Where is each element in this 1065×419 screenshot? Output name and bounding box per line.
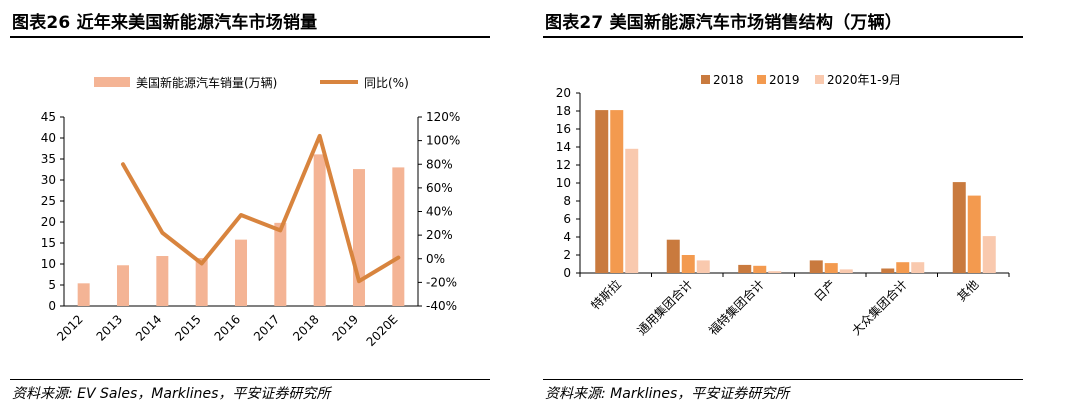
left-y-tick-label: 35 [41,152,56,166]
bar-2018-福特集团合计 [738,264,752,273]
x-tick-label: 2013 [94,312,125,343]
legend-label-2019: 2019 [769,73,800,87]
left-chart-panel: 图表26 近年来美国新能源汽车市场销量 0 5 10 15 20 25 30 35 40 45 -4… [0,0,500,419]
bar-2019-日产 [824,263,838,273]
sales-bar-2015 [195,258,208,306]
right-y-tick-label: 80% [426,157,453,171]
right-chart-panel: 图表27 美国新能源汽车市场销售结构（万辆） 0 2 4 6 8 10 12 14 16 18 20… [533,0,1033,419]
right-title-rule [543,36,1023,38]
legend-label-2018: 2018 [713,73,744,87]
sales-bar-2017 [274,222,287,306]
left-y-tick-label: 30 [41,173,56,187]
sales-bar-2013 [117,265,129,306]
left-y-tick-label: 45 [41,110,56,124]
legend-label-sales: 美国新能源汽车销量(万辆) [136,75,277,90]
left-y-tick-label: 5 [48,278,56,292]
bar-2020年1-9月-日产 [839,269,853,273]
right-y-tick-label: 120% [426,110,460,124]
x-tick-label: 2012 [54,312,85,343]
right-y-tick-label: 40% [426,205,453,219]
x-tick-label: 通用集团合计 [634,277,696,339]
left-y-tick-label: 40 [41,131,56,145]
y-tick-label: 14 [556,140,571,154]
x-tick-label: 2017 [251,312,282,343]
legend-swatch-2018 [701,75,710,84]
x-tick-label: 2016 [212,312,243,343]
left-chart-svg: 0 5 10 15 20 25 30 35 40 45 -40% -20% 0% 20% 40% 60% 80%… [41,75,461,349]
left-source-rule [10,379,490,380]
y-tick-label: 4 [563,230,571,244]
sales-bar-2019 [353,169,365,306]
y-tick-label: 2 [563,248,571,262]
right-chart-svg: 0 2 4 6 8 10 12 14 16 18 20 特斯拉 通用集团合计 福特集团合计 日产 大众集团合计… [556,73,1010,339]
legend-swatch-2020年1-9月 [815,75,824,84]
bar-2018-日产 [809,260,823,273]
right-chart-title: 图表27 美国新能源汽车市场销售结构（万辆） [545,13,902,33]
right-y-tick-label: 60% [426,181,453,195]
sales-bar-2020E [392,167,405,306]
right-y-tick-label: 100% [426,134,460,148]
bar-2020年1-9月-其他 [982,236,996,273]
x-tick-label: 福特集团合计 [705,277,767,339]
x-tick-label: 2018 [290,312,321,343]
legend-swatch-sales [94,77,130,87]
bar-2019-特斯拉 [610,110,624,273]
sales-bar-2016 [235,239,247,306]
left-chart-title: 图表26 近年来美国新能源汽车市场销量 [12,13,318,33]
bar-2020年1-9月-福特集团合计 [768,271,782,273]
left-y-tick-label: 15 [41,236,56,250]
right-y-tick-label: 20% [426,228,453,242]
right-y-tick-label: -20% [426,275,457,289]
bar-2020年1-9月-大众集团合计 [911,262,925,273]
bar-2018-其他 [952,182,966,273]
x-tick-label: 大众集团合计 [848,277,910,339]
bar-2019-通用集团合计 [681,255,695,273]
sales-bar-2018 [313,154,326,306]
x-tick-label: 特斯拉 [588,277,624,313]
right-source-rule [543,379,1023,380]
sales-bar-2014 [156,256,169,306]
yoy-growth-line [121,133,401,284]
x-tick-label: 2015 [172,312,203,343]
left-title-rule [10,36,490,38]
y-tick-label: 20 [556,86,571,100]
bar-2018-特斯拉 [595,110,609,273]
y-tick-label: 8 [563,194,571,208]
y-tick-label: 18 [556,104,571,118]
bar-2019-其他 [967,195,981,273]
left-y-tick-label: 0 [48,299,56,313]
sales-bar-2012 [77,283,90,306]
bar-2019-大众集团合计 [896,262,910,273]
x-tick-label: 2020E [364,312,401,349]
bar-2020年1-9月-特斯拉 [625,148,639,273]
y-tick-label: 12 [556,158,571,172]
bar-2018-通用集团合计 [666,239,680,273]
right-y-tick-label: 0% [426,252,445,266]
x-tick-label: 2014 [133,312,164,343]
x-tick-label: 其他 [954,277,981,304]
x-tick-label: 日产 [811,277,838,304]
left-source-note: 资料来源: EV Sales，Marklines，平安证券研究所 [12,386,331,402]
bar-2019-福特集团合计 [753,265,767,273]
bar-2020年1-9月-通用集团合计 [696,260,710,273]
right-y-tick-label: -40% [426,299,457,313]
y-tick-label: 16 [556,122,571,136]
y-tick-label: 0 [563,266,571,280]
right-source-note: 资料来源: Marklines，平安证券研究所 [545,386,790,402]
x-tick-label: 2019 [330,312,361,343]
y-tick-label: 6 [563,212,571,226]
left-y-tick-label: 10 [41,257,56,271]
left-y-tick-label: 20 [41,215,56,229]
legend-swatch-2019 [757,75,766,84]
legend-label-2020年1-9月: 2020年1-9月 [827,73,901,87]
y-tick-label: 10 [556,176,571,190]
legend-label-yoy: 同比(%) [364,76,409,90]
left-y-tick-label: 25 [41,194,56,208]
bar-2018-大众集团合计 [881,268,895,273]
